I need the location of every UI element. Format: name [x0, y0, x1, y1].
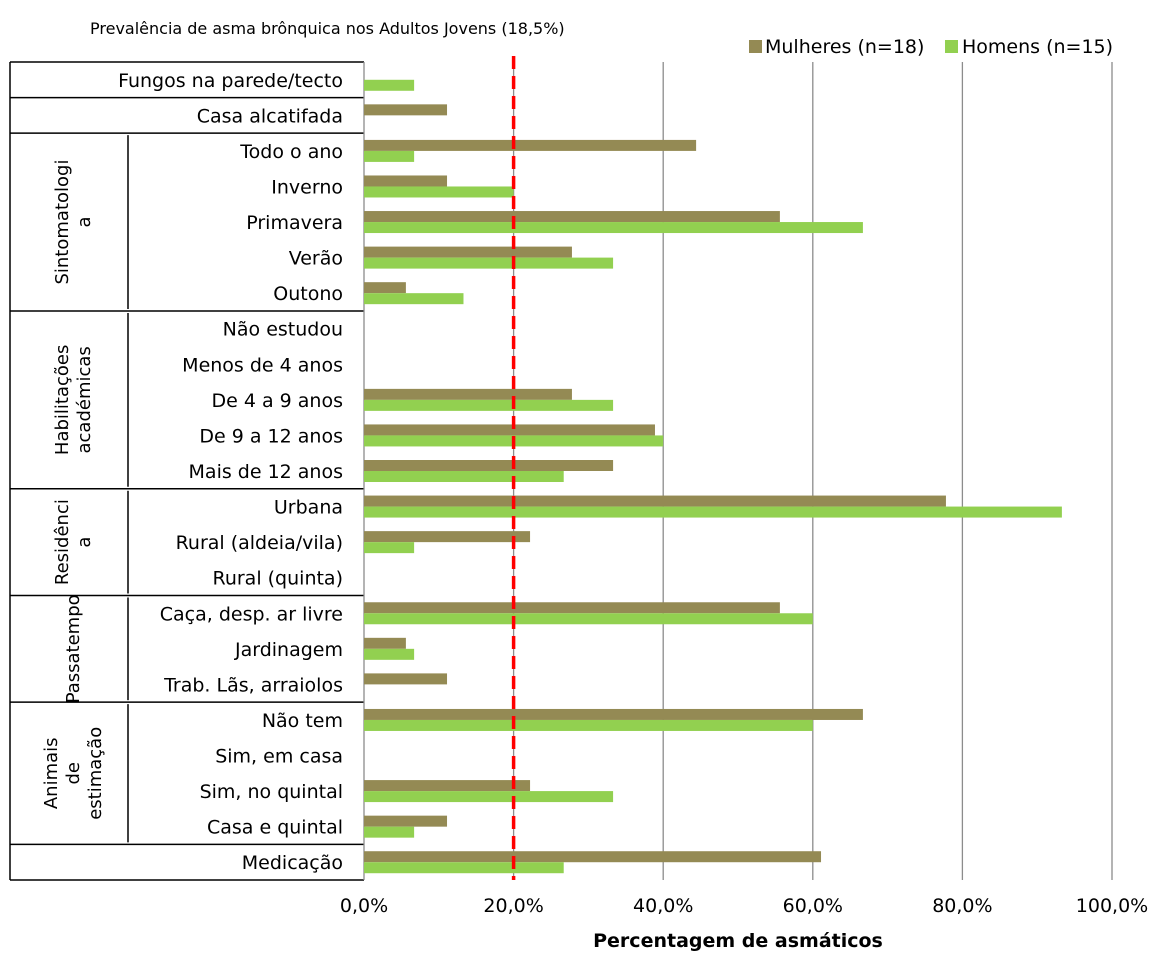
bar-homens-n-15-primavera — [364, 222, 863, 234]
category-label-casa-e-quintal: Casa e quintal — [207, 817, 343, 839]
bar-mulheres-n-18-mais-de-12-anos — [364, 460, 614, 471]
bar-homens-n-15-caca-desp-ar-livre — [364, 613, 813, 625]
category-label-caca-desp-ar-livre: Caça, desp. ar livre — [160, 603, 343, 625]
bar-homens-n-15-medicacao — [364, 862, 564, 874]
bar-mulheres-n-18-verao — [364, 246, 572, 258]
x-tick-label: 40,0% — [633, 895, 693, 917]
bar-mulheres-n-18-medicacao — [364, 851, 822, 863]
bar-homens-n-15-fungos-na-parede-tecto — [364, 79, 415, 91]
category-label-casa-alcatifada: Casa alcatifada — [197, 105, 343, 127]
group-label-line: Animais — [41, 737, 62, 809]
bar-mulheres-n-18-caca-desp-ar-livre — [364, 602, 780, 614]
bar-mulheres-n-18-rural-aldeia-vila — [364, 531, 531, 543]
category-label-todo-o-ano: Todo o ano — [239, 141, 343, 163]
bar-homens-n-15-todo-o-ano — [364, 150, 415, 162]
x-tick-label: 0,0% — [340, 895, 388, 917]
category-label-mais-de-12-anos: Mais de 12 anos — [189, 461, 343, 483]
category-label-de-9-a-12-anos: De 9 a 12 anos — [199, 425, 343, 447]
category-label-rural-quinta: Rural (quinta) — [212, 568, 343, 590]
bar-mulheres-n-18-inverno — [364, 175, 448, 187]
bar-mulheres-n-18-nao-tem — [364, 708, 863, 720]
bar-homens-n-15-casa-e-quintal — [364, 826, 415, 838]
x-tick-label: 80,0% — [932, 895, 992, 917]
bar-mulheres-n-18-casa-e-quintal — [364, 815, 448, 827]
bar-mulheres-n-18-jardinagem — [364, 637, 406, 649]
category-label-trab-las-arraiolos: Trab. Lãs, arraiolos — [163, 674, 343, 696]
group-label-line: estimação — [85, 727, 106, 820]
group-label-line: a — [74, 217, 95, 228]
bars — [364, 79, 1062, 874]
group-label-line: Habilitações — [52, 345, 73, 455]
category-label-de-4-a-9-anos: De 4 a 9 anos — [211, 390, 343, 412]
legend-label-homens: Homens (n=15) — [962, 36, 1113, 58]
x-axis-title: Percentagem de asmáticos — [593, 930, 883, 952]
group-label-passatempo: Passatempo — [63, 594, 84, 703]
group-label-sintomatologi-a: Sintomatologia — [52, 160, 95, 285]
category-label-primavera: Primavera — [246, 212, 343, 234]
chart-title: Prevalência de asma brônquica nos Adulto… — [90, 19, 565, 38]
category-label-fungos-na-parede-tecto: Fungos na parede/tecto — [118, 70, 343, 92]
category-label-outono: Outono — [273, 283, 343, 305]
group-label-line: Residênci — [52, 499, 73, 585]
legend: Mulheres (n=18) Homens (n=15) — [749, 36, 1113, 58]
bar-mulheres-n-18-de-9-a-12-anos — [364, 424, 655, 436]
x-tick-label: 20,0% — [483, 895, 543, 917]
group-label-line: Passatempo — [63, 594, 84, 703]
bar-homens-n-15-sim-no-quintal — [364, 791, 614, 803]
category-label-rural-aldeia-vila: Rural (aldeia/vila) — [176, 532, 343, 554]
legend-swatch-homens — [945, 40, 958, 53]
bar-homens-n-15-rural-aldeia-vila — [364, 542, 415, 554]
category-label-menos-de-4-anos: Menos de 4 anos — [182, 354, 343, 376]
x-tick-label: 100,0% — [1076, 895, 1148, 917]
group-label-habilitacoes-academicas: Habilitaçõesacadémicas — [52, 345, 95, 455]
bar-homens-n-15-urbana — [364, 506, 1062, 518]
bar-homens-n-15-verao — [364, 257, 614, 269]
bar-homens-n-15-de-4-a-9-anos — [364, 399, 614, 411]
x-tick-label: 60,0% — [783, 895, 843, 917]
category-label-verao: Verão — [289, 248, 343, 270]
category-label-sim-no-quintal: Sim, no quintal — [200, 781, 343, 803]
category-label-medicacao: Medicação — [242, 852, 343, 874]
category-label-inverno: Inverno — [271, 176, 343, 198]
bar-mulheres-n-18-todo-o-ano — [364, 139, 697, 151]
bar-homens-n-15-mais-de-12-anos — [364, 471, 564, 482]
category-label-urbana: Urbana — [274, 497, 343, 519]
group-label-residenci-a: Residência — [52, 499, 95, 585]
category-label-jardinagem: Jardinagem — [234, 639, 343, 661]
legend-swatch-mulheres — [749, 40, 762, 53]
bar-homens-n-15-inverno — [364, 186, 514, 198]
labels: 0,0% 20,0% 40,0% 60,0% 80,0% 100,0% Fungos na … — [41, 70, 1148, 917]
bar-mulheres-n-18-urbana — [364, 495, 946, 507]
bar-mulheres-n-18-casa-alcatifada — [364, 104, 448, 116]
legend-label-mulheres: Mulheres (n=18) — [765, 36, 924, 58]
bar-mulheres-n-18-outono — [364, 282, 406, 294]
bar-homens-n-15-nao-tem — [364, 719, 813, 731]
bar-homens-n-15-jardinagem — [364, 648, 415, 660]
bar-homens-n-15-outono — [364, 293, 464, 305]
category-table — [9, 61, 364, 881]
group-label-animais-de-estimacao: Animaisdeestimação — [41, 727, 106, 820]
group-label-line: académicas — [74, 346, 95, 453]
category-label-nao-tem: Não tem — [262, 710, 343, 732]
group-label-line: a — [74, 537, 95, 548]
bar-mulheres-n-18-de-4-a-9-anos — [364, 388, 572, 400]
bar-mulheres-n-18-sim-no-quintal — [364, 780, 531, 792]
group-label-line: de — [63, 762, 84, 785]
bar-mulheres-n-18-trab-las-arraiolos — [364, 673, 448, 685]
category-label-sim-em-casa: Sim, em casa — [215, 746, 343, 768]
category-label-nao-estudou: Não estudou — [223, 319, 343, 341]
group-label-line: Sintomatologi — [52, 160, 73, 285]
bar-mulheres-n-18-primavera — [364, 211, 780, 223]
